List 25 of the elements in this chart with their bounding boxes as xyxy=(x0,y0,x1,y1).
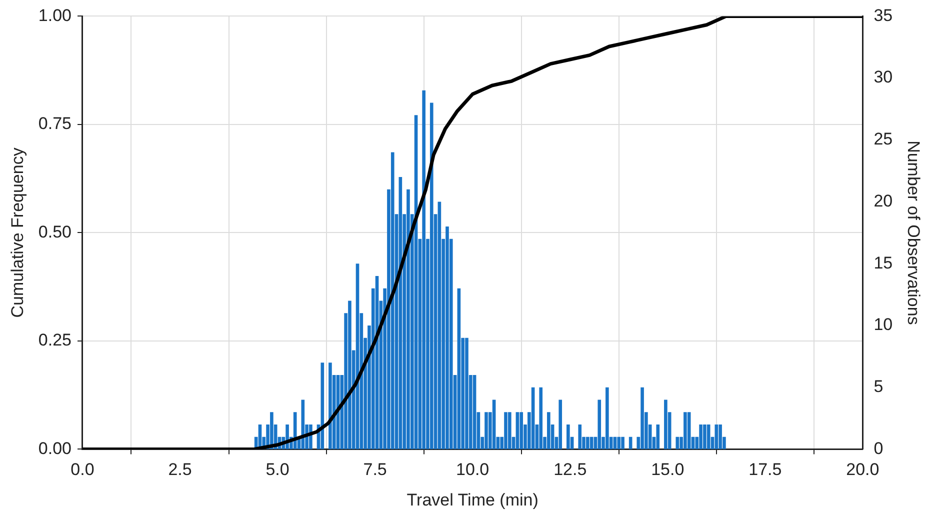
y2-tick-label: 25 xyxy=(874,130,893,149)
x-tick-label: 7.5 xyxy=(363,460,387,480)
y-axis-title: Cumulative Frequency xyxy=(8,147,27,318)
x-tick-label: 0.0 xyxy=(70,460,94,480)
x-tick-label: 5.0 xyxy=(266,460,290,480)
y2-tick-label: 10 xyxy=(874,315,893,334)
y2-tick-label: 15 xyxy=(874,253,893,272)
y2-tick-label: 5 xyxy=(874,377,884,396)
y-tick-label: 0.75 xyxy=(38,114,72,134)
y2-tick-label: 20 xyxy=(874,191,893,210)
x-tick-label: 10.0 xyxy=(456,460,490,480)
x-axis-title: Travel Time (min) xyxy=(406,490,538,510)
y-tick-label: 0.00 xyxy=(38,438,72,458)
x-tick-label: 15.0 xyxy=(651,460,684,480)
y-tick-label: 0.50 xyxy=(38,222,72,242)
x-tick-label: 17.5 xyxy=(748,460,782,480)
y2-tick-label: 35 xyxy=(874,6,893,25)
y2-tick-label: 0 xyxy=(874,438,884,458)
x-tick-label: 12.5 xyxy=(554,460,587,480)
y-tick-label: 1.00 xyxy=(38,6,72,25)
y2-axis-title: Number of Observations xyxy=(904,140,924,325)
y-tick-label: 0.25 xyxy=(38,330,72,350)
x-tick-label: 20.0 xyxy=(846,460,880,480)
y2-tick-label: 30 xyxy=(874,68,893,87)
x-tick-label: 2.5 xyxy=(168,460,192,480)
